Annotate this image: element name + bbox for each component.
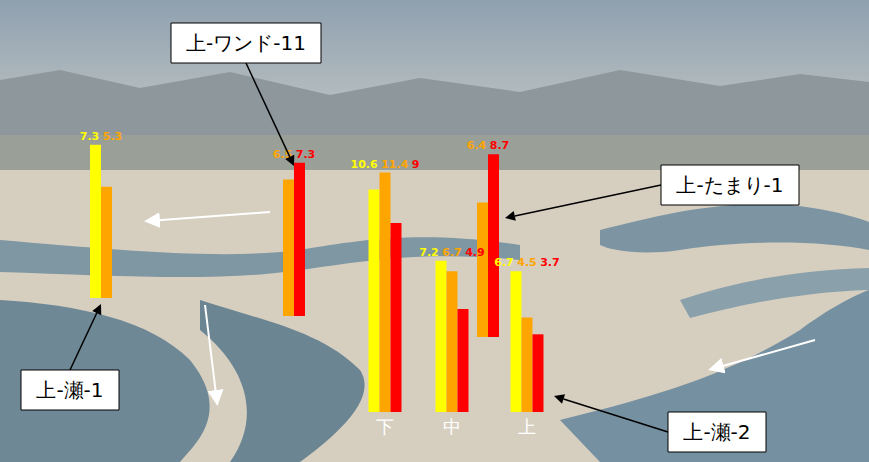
svg-text:上: 上	[518, 416, 536, 437]
svg-text:9: 9	[412, 158, 420, 171]
svg-text:11.4: 11.4	[381, 158, 408, 171]
svg-text:上-瀬-2: 上-瀬-2	[683, 420, 750, 444]
svg-text:中: 中	[443, 416, 461, 437]
svg-text:4.5: 4.5	[517, 256, 537, 269]
svg-text:8.7: 8.7	[490, 139, 510, 152]
svg-text:7.3: 7.3	[80, 130, 100, 143]
svg-text:6.7: 6.7	[494, 256, 514, 269]
svg-text:7.3: 7.3	[296, 148, 316, 161]
svg-text:上-瀬-1: 上-瀬-1	[36, 378, 103, 402]
svg-text:6.5: 6.5	[272, 147, 293, 161]
svg-text:3.7: 3.7	[540, 256, 560, 269]
svg-text:4.9: 4.9	[465, 246, 485, 259]
svg-text:上-たまり-1: 上-たまり-1	[676, 173, 783, 197]
svg-text:上-ワンド-11: 上-ワンド-11	[186, 31, 306, 55]
svg-text:5.3: 5.3	[103, 130, 123, 143]
svg-text:6.4: 6.4	[467, 139, 487, 152]
svg-text:10.6: 10.6	[351, 158, 378, 171]
svg-text:下: 下	[376, 416, 394, 437]
svg-text:7.2: 7.2	[419, 246, 439, 259]
svg-text:6.7: 6.7	[442, 246, 462, 259]
